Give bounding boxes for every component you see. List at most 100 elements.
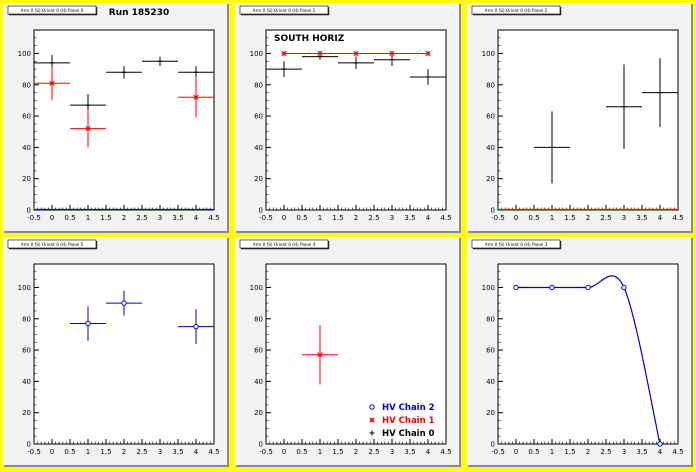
x-tick-label: 1 <box>86 214 90 222</box>
y-tick-label: 0 <box>259 441 263 449</box>
data-point <box>70 94 106 117</box>
x-tick-label: 2.5 <box>368 448 379 456</box>
y-tick-label: 40 <box>22 378 31 386</box>
x-tick-label: 3.5 <box>404 214 415 222</box>
x-tick-label: 3 <box>390 448 394 456</box>
x-tick-label: -0.5 <box>491 448 505 456</box>
y-tick-label: 80 <box>22 315 31 323</box>
y-tick-label: 60 <box>486 347 495 355</box>
series-chain-1 <box>281 50 431 57</box>
x-tick-label: 3 <box>622 448 626 456</box>
y-tick-label: 100 <box>250 284 263 292</box>
x-tick-label: 3.5 <box>172 448 183 456</box>
x-tick-label: 3 <box>390 214 394 222</box>
x-tick-label: 4.5 <box>672 448 683 456</box>
x-tick-label: 1.5 <box>332 214 343 222</box>
x-tick-label: 1.5 <box>100 214 111 222</box>
x-tick-label: 2 <box>354 214 358 222</box>
data-point <box>657 441 663 447</box>
data-point <box>425 50 431 57</box>
y-tick-label: 80 <box>254 315 263 323</box>
x-tick-label: 4 <box>658 448 663 456</box>
pad-bevel-dark <box>236 4 461 233</box>
x-tick-label: 2 <box>586 214 590 222</box>
y-tick-label: 60 <box>254 113 263 121</box>
y-tick-label: 20 <box>22 409 31 417</box>
chart-title: SOUTH HORIZ <box>274 34 345 44</box>
pad-bevel-light <box>467 237 692 466</box>
data-point <box>178 76 214 118</box>
x-tick-label: 2.5 <box>368 214 379 222</box>
x-tick-label: 0 <box>514 214 518 222</box>
x-tick-label: 0.5 <box>296 448 307 456</box>
y-tick-label: 0 <box>27 441 31 449</box>
x-tick-label: 1.5 <box>564 448 575 456</box>
data-point <box>353 50 359 57</box>
circle-marker <box>369 404 375 410</box>
data-point <box>621 284 627 291</box>
x-tick-label: 3.5 <box>636 214 647 222</box>
y-tick-label: 0 <box>259 207 263 215</box>
x-tick-label: 4.5 <box>672 214 683 222</box>
legend-entry: HV Chain 1 <box>369 416 435 426</box>
data-point <box>70 109 106 148</box>
plot-frame <box>497 263 679 445</box>
x-tick-label: 1 <box>318 448 322 456</box>
circle-marker <box>621 284 627 291</box>
data-point <box>302 325 338 385</box>
x-tick-label: 1 <box>550 448 554 456</box>
y-tick-label: 0 <box>491 441 495 449</box>
x-tick-label: -0.5 <box>27 214 41 222</box>
x-tick-label: 3.5 <box>404 448 415 456</box>
x-tick-label: 4 <box>426 448 431 456</box>
plot-frame <box>497 29 679 211</box>
data-point <box>389 50 395 57</box>
circle-marker <box>657 441 663 447</box>
data-point <box>142 56 178 66</box>
y-tick-label: 0 <box>27 207 31 215</box>
pad-bevel-dark <box>4 4 229 233</box>
circle-marker <box>85 320 91 327</box>
x-tick-label: 0.5 <box>528 214 539 222</box>
pad-bevel-dark <box>468 4 693 233</box>
x-tick-label: 4.5 <box>208 214 219 222</box>
y-tick-label: 80 <box>486 315 495 323</box>
y-tick-label: 40 <box>254 378 263 386</box>
x-tick-label: 4 <box>426 214 431 222</box>
y-tick-label: 20 <box>486 409 495 417</box>
y-tick-label: 60 <box>486 113 495 121</box>
data-point <box>178 309 214 344</box>
y-tick-label: 20 <box>486 175 495 183</box>
x-tick-label: 4 <box>194 214 199 222</box>
x-tick-label: 0.5 <box>64 214 75 222</box>
pad-title: Arm 0 (S) Orient 0 (H) Panel 0 <box>21 8 84 13</box>
chart-pad-5: Arm 0 (S) Orient 0 (H) Panel 3-0.5 0 0.5 1 1… <box>467 237 693 467</box>
x-tick-label: 0.5 <box>64 448 75 456</box>
pad-title: Arm 0 (S) Orient 0 (H) Panel 4 <box>253 242 316 247</box>
y-tick-label: 60 <box>254 347 263 355</box>
pad-title: Arm 0 (S) Orient 0 (H) Panel 3 <box>485 242 548 247</box>
pad-title-box <box>239 5 329 15</box>
x-tick-label: 3 <box>158 448 162 456</box>
legend-label: HV Chain 0 <box>382 429 435 439</box>
x-tick-label: 1 <box>318 214 322 222</box>
series-chain-0 <box>34 55 214 117</box>
y-tick-label: 100 <box>250 50 263 58</box>
y-tick-label: 100 <box>18 50 31 58</box>
y-tick-label: 40 <box>486 378 495 386</box>
pad-title-box <box>7 5 97 15</box>
data-point <box>317 50 323 57</box>
x-tick-label: 1 <box>550 214 554 222</box>
data-point <box>513 284 519 291</box>
pad-title: Arm 0 (S) Orient 0 (H) Panel 1 <box>253 8 316 13</box>
series-curve <box>516 275 661 445</box>
plot-frame <box>33 29 215 211</box>
y-tick-label: 40 <box>486 144 495 152</box>
x-tick-label: 2.5 <box>600 448 611 456</box>
legend-entry: HV Chain 0 <box>369 429 435 439</box>
x-tick-label: 0.5 <box>296 214 307 222</box>
data-point <box>642 58 678 128</box>
y-tick-label: 20 <box>254 409 263 417</box>
y-tick-label: 100 <box>18 284 31 292</box>
